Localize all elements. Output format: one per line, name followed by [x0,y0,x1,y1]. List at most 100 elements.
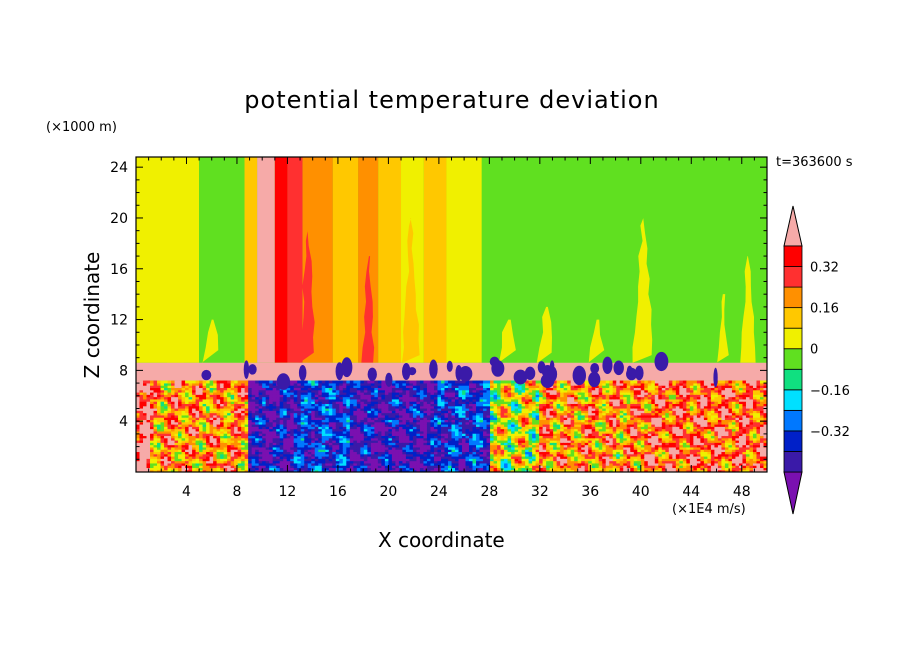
field-cell [437,421,442,425]
field-cell [405,455,411,459]
field-cell [146,460,151,464]
field-cell [328,451,333,455]
field-cell [469,430,474,434]
field-cell [493,380,498,384]
field-cell [388,428,393,432]
field-cell [136,467,141,471]
field-cell [339,382,344,386]
field-cell [164,389,169,393]
field-cell [220,387,225,391]
field-cell [447,403,453,407]
field-cell [339,421,344,425]
field-cell [483,387,488,391]
field-cell [497,426,502,430]
field-cell [213,439,218,443]
field-cell [255,401,260,405]
field-cell [136,410,141,414]
field-cell [153,382,158,386]
field-cell [244,455,249,459]
field-cell [504,412,509,416]
field-cell [353,426,358,430]
field-cell [525,405,530,409]
field-cell [206,423,211,427]
field-cell [206,426,211,430]
field-cell [363,407,368,411]
field-cell [192,405,197,409]
field-cell [325,433,330,437]
field-cell [532,449,537,453]
field-cell [497,394,502,398]
field-cell [342,412,347,416]
field-cell [241,433,246,437]
field-cell [342,465,347,469]
field-cell [199,451,204,455]
field-cell [300,442,305,446]
field-cell [430,446,435,450]
field-cell [560,446,565,450]
field-cell [542,389,547,393]
field-cell [381,385,386,389]
field-cell [546,417,551,421]
field-cell [374,449,379,453]
field-cell [353,380,358,384]
field-cell [227,405,232,409]
field-cell [472,398,477,402]
field-cell [528,469,533,472]
field-cell [500,433,505,437]
field-cell [223,414,228,418]
field-cell [535,451,540,455]
field-cell [381,410,386,414]
field-cell [314,462,319,466]
field-cell [304,439,309,443]
field-cell [381,403,386,407]
field-cell [314,414,319,418]
field-cell [563,433,568,437]
field-cell [542,391,547,395]
field-cell [269,417,274,421]
field-cell [532,405,537,409]
field-cell [300,382,305,386]
field-cell [227,414,232,418]
field-cell [304,405,309,409]
field-cell [560,469,565,472]
field-cell [353,407,358,411]
field-cell [395,458,400,462]
field-cell [367,410,372,414]
field-cell [528,451,533,455]
field-cell [535,453,540,457]
field-cell [300,458,305,462]
field-cell [486,449,491,453]
field-cell [164,449,169,453]
field-cell [143,394,148,398]
field-cell [199,389,204,393]
field-cell [462,412,467,416]
field-cell [546,433,551,437]
field-cell [525,407,530,411]
field-cell [220,435,225,439]
field-cell [244,412,249,416]
field-cell [248,444,253,448]
field-cell [307,419,312,423]
field-cell [483,401,488,405]
field-cell [220,403,225,407]
field-cell [227,403,232,407]
field-cell [535,442,540,446]
field-cell [423,446,428,450]
field-cell [216,458,221,462]
field-cell [311,462,316,466]
field-cell [535,462,540,466]
field-cell [269,469,274,472]
field-cell [185,442,190,446]
field-cell [549,446,554,450]
field-cell [255,449,260,453]
field-cell [188,426,193,430]
field-cell [237,380,242,384]
field-cell [213,449,218,453]
field-cell [146,458,151,462]
field-cell [497,462,502,466]
field-cell [553,417,558,421]
upper-column [244,157,258,363]
field-cell [412,426,418,430]
field-cell [398,414,404,418]
field-cell [462,444,467,448]
